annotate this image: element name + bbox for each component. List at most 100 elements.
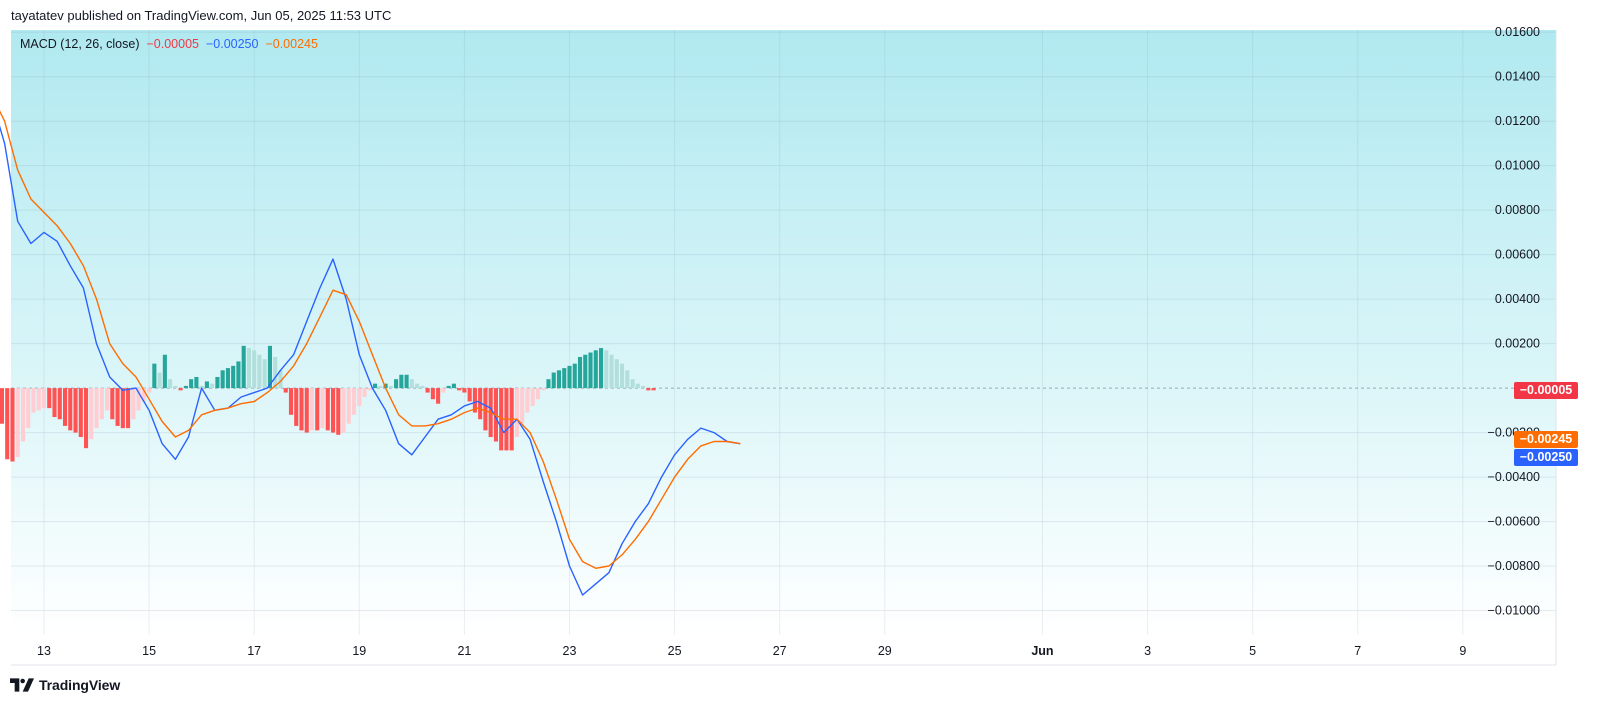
histogram-bar [577,356,583,389]
histogram-bar [373,383,378,389]
histogram-bar [62,388,68,426]
time-tick-label: 17 [247,644,261,658]
price-tick-label: −0.01000 [1488,604,1541,618]
histogram-bar [47,388,52,409]
histogram-bar [120,388,125,429]
histogram-bar [367,388,372,391]
histogram-bar [136,388,141,411]
histogram-bar [173,385,178,389]
price-tick-label: −0.00800 [1488,559,1541,573]
histogram-bar [183,385,188,389]
histogram-bar [478,388,483,420]
publisher-credit: tayatatev published on TradingView.com, … [11,8,392,23]
indicator-name: MACD (12, 26, close) [20,37,140,51]
histogram-bar [204,381,209,389]
histogram-bar [304,388,309,433]
histogram-bar [73,388,78,433]
indicator-legend[interactable]: MACD (12, 26, close) −0.00005 −0.00250 −… [20,37,318,51]
histogram-bar [83,388,89,449]
macd-line [0,125,741,596]
histogram-bar [31,388,36,413]
histogram-bar [267,345,273,389]
histogram-bar [441,388,446,393]
histogram-bar [588,352,593,389]
time-tick-label: 13 [37,644,51,658]
histogram-bar [572,363,577,389]
histogram-bar [0,388,5,424]
price-tick-label: 0.01400 [1495,70,1540,84]
histogram-bar [241,345,246,389]
histogram-bar [257,354,262,389]
time-tick-label: 15 [142,644,156,658]
histogram-bar [436,388,441,404]
histogram-bar [409,379,414,389]
histogram-bar [357,388,362,406]
tradingview-footer[interactable]: TradingView [10,675,120,695]
histogram-bar [336,388,341,435]
histogram-bar [309,388,315,431]
histogram-bar [57,388,62,420]
histogram-bar [467,388,472,402]
time-tick-label: Jun [1031,644,1053,658]
histogram-bar [162,354,167,389]
histogram-bar [420,385,425,389]
histogram-bar [220,370,225,389]
time-tick-label: 7 [1354,644,1361,658]
price-tick-label: −0.00600 [1488,515,1541,529]
histogram-bar [78,388,83,438]
signal-line [0,110,741,569]
histogram-bar [225,368,230,389]
histogram-bar [446,385,451,389]
histogram-bar [562,368,567,389]
histogram-bar [278,370,283,389]
price-tick-label: 0.00400 [1495,292,1540,306]
histogram-bar [288,388,294,415]
histogram-bar [189,379,194,389]
histogram-bar [614,359,619,389]
histogram-bar [110,388,115,420]
time-tick-label: 19 [352,644,366,658]
histogram-bar [299,388,304,431]
histogram-bar [546,379,551,389]
histogram-bar [168,379,173,389]
histogram-bar [525,388,530,413]
histogram-bar [105,388,110,411]
histogram-bar [325,388,330,431]
histogram-bar [126,388,131,429]
histogram-bar [362,388,367,398]
histogram-bar [551,372,556,389]
macd-value: −0.00250 [205,37,259,51]
histogram-bar [68,388,73,431]
plot-background [11,30,1556,635]
histogram-bar [620,363,625,389]
histogram-bar [609,354,614,389]
histogram-bar [94,388,99,429]
histogram-bar [483,388,488,431]
histogram-bar [131,388,136,420]
histogram-bar [635,383,640,389]
histogram-bar [210,383,215,389]
histogram-bar [231,365,236,389]
histogram-bar [20,388,26,442]
signal-value: −0.00245 [265,37,318,51]
time-tick-label: 27 [773,644,787,658]
histogram-bar [567,365,572,389]
histogram-bar [115,388,120,426]
price-axis: 0.01600 0.01400 0.01200 0.01000 0.00800 0.006… [1488,25,1541,617]
histogram-bar [152,363,157,389]
histogram-bar [315,388,320,431]
histogram-bar [630,379,635,389]
histogram-bar [346,388,351,424]
histogram-bar [388,385,393,389]
time-axis: 13 15 17 19 21 23 25 27 29 Jun 3 5 7 9 [37,644,1466,658]
time-tick-label: 23 [563,644,577,658]
time-tick-label: 25 [668,644,682,658]
histogram-bar [246,348,251,389]
histogram-bar [404,374,409,389]
histogram-bar [52,388,57,418]
histogram-bar [5,388,10,460]
histogram-bar [283,388,288,393]
histogram-bar [26,388,31,429]
histogram-bar [378,385,383,389]
